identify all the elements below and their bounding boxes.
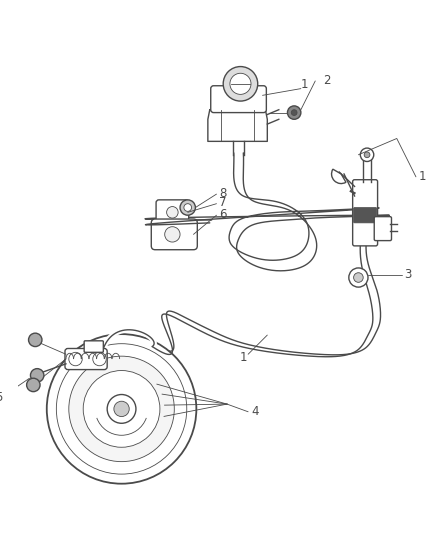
Circle shape [353,273,363,282]
Circle shape [93,352,106,366]
Circle shape [349,268,368,287]
Circle shape [165,227,180,242]
Circle shape [83,370,160,447]
FancyBboxPatch shape [353,180,378,246]
Circle shape [166,207,178,218]
Circle shape [69,356,174,462]
FancyBboxPatch shape [156,200,189,225]
Circle shape [230,73,251,94]
Circle shape [360,148,374,161]
Text: 1: 1 [301,78,308,91]
Circle shape [57,344,187,474]
Text: 7: 7 [219,196,227,209]
Wedge shape [332,169,346,183]
Circle shape [47,334,196,483]
FancyBboxPatch shape [353,207,377,223]
Text: 8: 8 [219,187,227,200]
FancyBboxPatch shape [84,341,103,352]
Circle shape [291,110,297,116]
FancyBboxPatch shape [151,219,197,250]
Text: 4: 4 [251,405,258,418]
Text: 1: 1 [419,171,426,183]
Circle shape [31,369,44,382]
FancyBboxPatch shape [374,216,392,240]
Text: 1: 1 [240,351,247,364]
Text: 3: 3 [404,268,412,281]
Circle shape [27,378,40,392]
Circle shape [184,204,191,212]
Polygon shape [208,110,267,141]
Circle shape [107,394,136,423]
Text: 5: 5 [0,391,3,404]
Circle shape [28,333,42,346]
Circle shape [114,401,129,417]
FancyBboxPatch shape [211,86,266,112]
FancyBboxPatch shape [65,349,107,369]
Text: 2: 2 [323,75,330,87]
Circle shape [69,352,82,366]
Circle shape [180,200,195,215]
Circle shape [223,67,258,101]
Text: 6: 6 [219,208,227,221]
Circle shape [287,106,301,119]
Circle shape [364,152,370,158]
